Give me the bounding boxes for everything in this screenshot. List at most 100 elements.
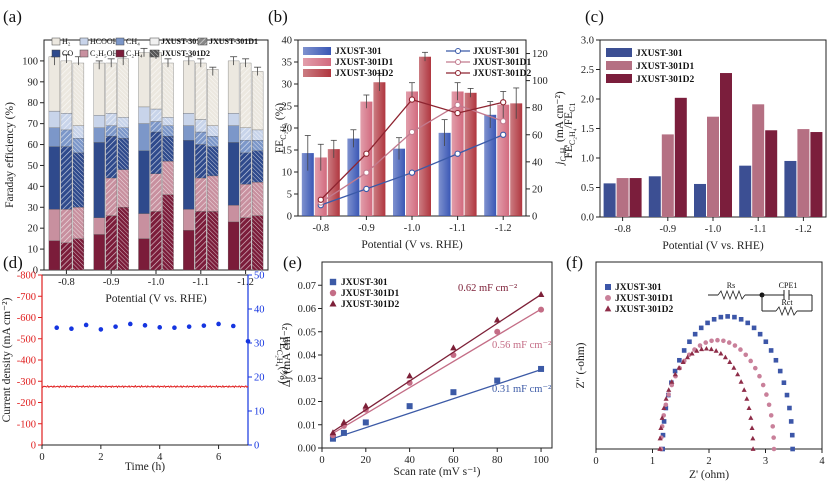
y-tick-label: 60: [532, 130, 543, 141]
fe-point: [157, 325, 163, 330]
x-tick-label: -1.1: [449, 223, 466, 234]
legend-label: JXUST-301D2: [341, 300, 399, 310]
nyquist-point: [751, 325, 757, 331]
y-tick-label: 60: [28, 140, 39, 151]
bar-segment: [251, 71, 264, 131]
x-tick-label: 20: [361, 455, 372, 466]
nyquist-point: [773, 357, 779, 363]
legend-swatch: [606, 61, 632, 70]
panel-d: (d)0-100-200-300-400-500-600-700-8000102…: [1, 253, 289, 473]
fe-point: [216, 321, 221, 327]
y-axis-label-sub: C₂H₄: [279, 123, 288, 140]
line-point: [317, 196, 324, 203]
nyquist-point: [718, 350, 724, 356]
y2-axis-label-sub: C₂H₄: [275, 350, 284, 367]
bar-segment: [150, 173, 162, 212]
data-point: [537, 290, 545, 297]
data-point: [494, 328, 501, 335]
bar-segment: [150, 52, 162, 110]
nyquist-point: [771, 446, 777, 452]
bar: [301, 153, 314, 216]
nyquist-point: [703, 345, 709, 351]
x-tick-label: 80: [492, 455, 503, 466]
bar: [797, 129, 810, 217]
x-tick-label: 2: [98, 452, 103, 463]
legend-label: C₂H₄: [126, 49, 143, 58]
bar-segment: [60, 209, 73, 243]
y-tick-label: 3.0: [581, 36, 594, 47]
y-tick-label: 30: [28, 203, 39, 214]
nyquist-point: [661, 419, 667, 424]
x-tick-label: 0: [39, 452, 44, 463]
data-point: [450, 389, 457, 396]
y-tick-label: 30: [282, 80, 293, 91]
y-tick-label: -400: [17, 356, 36, 367]
legend-label: C₂H₅OH: [90, 49, 118, 58]
bar-segment: [183, 113, 195, 126]
x-tick-label: 0: [593, 456, 598, 467]
legend-marker: [455, 59, 461, 65]
bar: [648, 176, 661, 217]
legend-swatch: [303, 47, 331, 55]
y-tick-label: 0.00: [298, 444, 316, 455]
bar-segment: [105, 136, 117, 179]
resistor-rs: [717, 289, 746, 301]
y-axis-label: Current density (mA cm⁻²): [1, 297, 13, 422]
slope-annotation: 0.62 mF cm⁻²: [458, 283, 517, 294]
bar-segment: [227, 205, 240, 223]
panel-e: (e) 0.00 0.01 0.02 0.03 0.04 0.05 0.06 0.07 0 20 40…: [281, 253, 553, 478]
x-tick-label: -1.2: [237, 277, 254, 288]
bar: [347, 138, 360, 216]
x-tick-label: 2: [706, 456, 711, 467]
legend-label: JXUST-301: [473, 47, 520, 57]
bar: [393, 148, 405, 216]
current-line: [41, 384, 249, 389]
nyquist-point: [657, 435, 663, 441]
y-axis-label-sub: C₂H₄: [568, 128, 577, 145]
x-tick-label: 0: [319, 455, 324, 466]
nyquist-point: [672, 368, 678, 374]
nyquist-point: [698, 325, 704, 331]
legend-label: CO: [62, 49, 73, 58]
line-point: [454, 101, 461, 109]
bar-segment: [183, 125, 195, 141]
y-tick-label: -300: [17, 377, 36, 388]
bar-segment: [48, 110, 61, 128]
y2-tick-label: 50: [254, 271, 265, 282]
fe-point: [83, 322, 89, 328]
legend-swatch: [606, 48, 632, 57]
equivalent-circuit: Rs CPE1 Rct: [708, 281, 813, 317]
x-axis-label: Potential (V vs. RHE): [361, 239, 463, 251]
bar-segment: [48, 127, 61, 147]
y-axis-label: Δj (mA cm⁻²): [281, 323, 293, 387]
y-tick-label: -600: [17, 313, 36, 324]
y-tick-label: 20: [28, 224, 39, 235]
bar-segment: [227, 125, 240, 143]
bar-segment: [60, 113, 73, 131]
y-tick-label: 0: [33, 266, 38, 277]
bar-segment: [48, 146, 61, 210]
nyquist-point: [777, 368, 783, 374]
x-axis-label: Time (h): [125, 461, 165, 473]
bar-segment: [195, 119, 207, 133]
y-tick-label: 5: [287, 190, 292, 201]
x-tick-label: -1.0: [404, 223, 421, 234]
slope-annotation: 0.31 mF cm⁻²: [492, 384, 551, 395]
bar-segment: [195, 131, 207, 145]
resistor-rct: [775, 305, 798, 317]
fe-point: [54, 325, 60, 331]
bar-segment: [207, 146, 219, 177]
panel-a: (a) 0 10 20 30 40 50 60 70 80 90 100 -0.8 -0.9 -1.0 -1.…: [3, 7, 269, 305]
legend-marker: [455, 70, 461, 76]
nyquist-point: [663, 402, 669, 408]
legend-label: JXUST-301D1: [209, 37, 258, 46]
y-tick-label: 90: [28, 77, 39, 88]
data-point: [406, 372, 413, 379]
nyquist-point: [669, 382, 675, 388]
nyquist-point: [768, 348, 774, 353]
nyquist-point: [787, 405, 792, 411]
y2-tick-label: 20: [254, 373, 265, 384]
nyquist-point: [746, 405, 752, 411]
x-tick-label: 60: [448, 455, 459, 466]
fe-point: [113, 324, 118, 329]
